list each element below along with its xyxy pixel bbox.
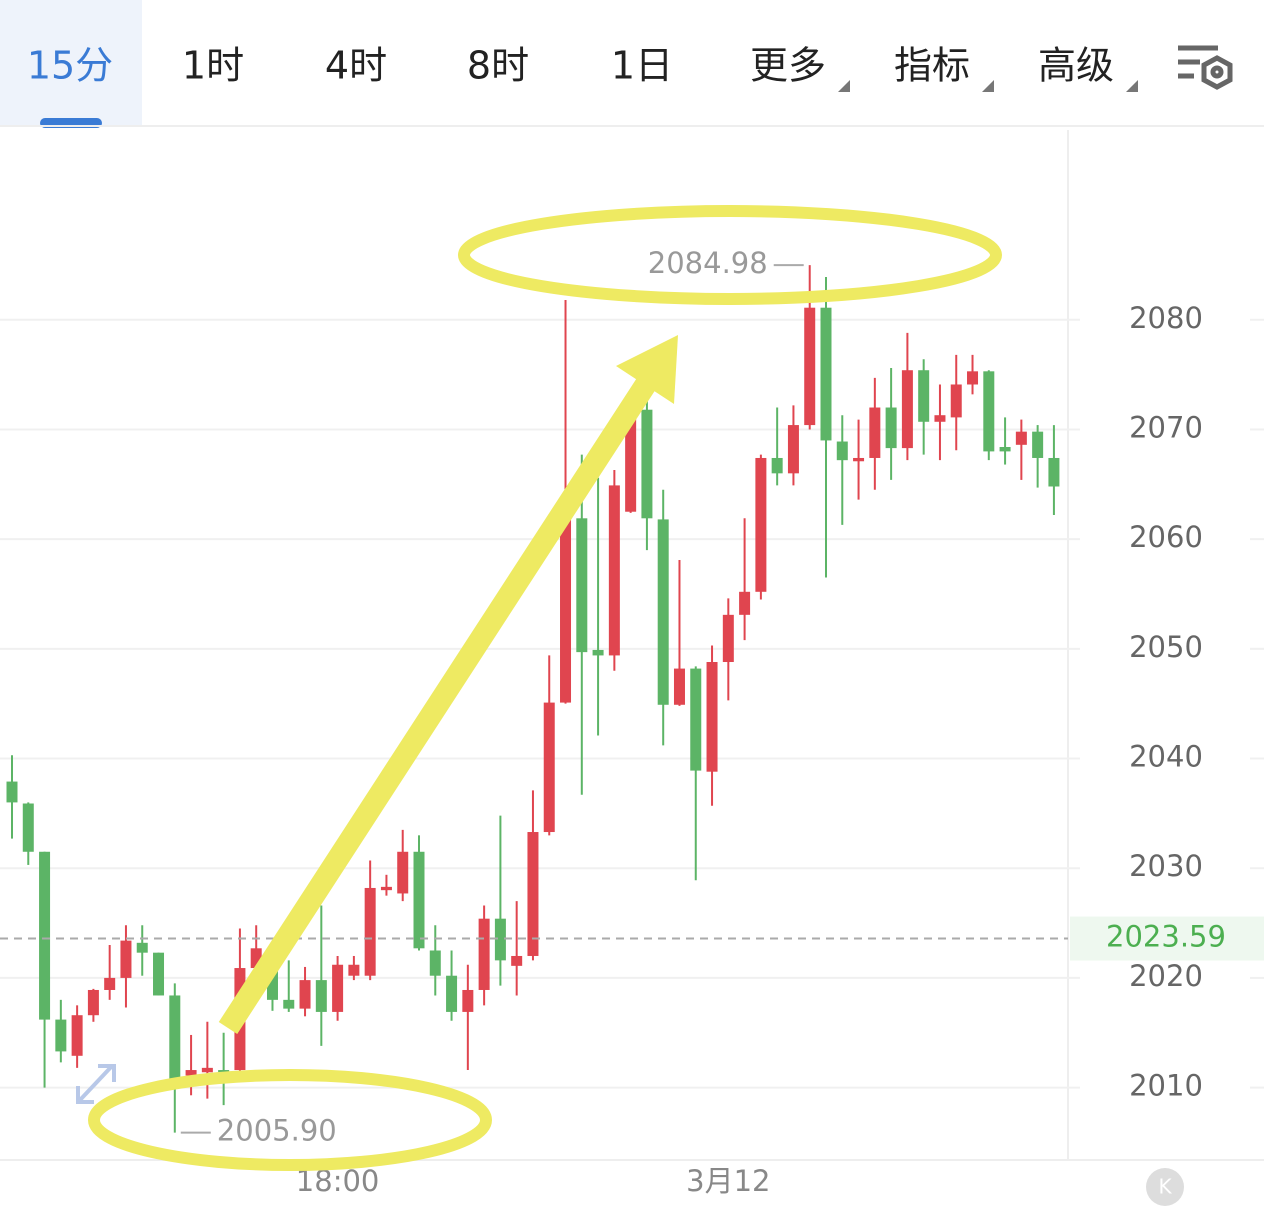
tab[interactable]: 8时 (467, 44, 529, 88)
tab[interactable]: 指标 (894, 44, 970, 88)
candle-body (527, 832, 539, 956)
candle-body (950, 384, 962, 418)
candle-body (820, 307, 832, 441)
candle-body (71, 1015, 83, 1056)
tab[interactable]: 更多 (750, 44, 826, 88)
expand-icon[interactable] (76, 1064, 116, 1104)
candle-body (283, 999, 295, 1009)
candle-body (315, 980, 327, 1012)
y-tick-label: 2040 (1129, 740, 1203, 774)
candle-body (673, 668, 685, 705)
yellow-annotations (88, 205, 1002, 1171)
max-label: 2084.98 (648, 246, 768, 280)
candle-body (266, 970, 278, 1000)
candle-body (690, 668, 702, 771)
candle-body (999, 447, 1011, 452)
candle-body (39, 851, 51, 1020)
candle-body (967, 371, 979, 385)
candle-body (478, 918, 490, 990)
candle-body (1015, 431, 1027, 445)
candle-body (787, 425, 799, 474)
candle-body (299, 980, 311, 1009)
candle-body (348, 964, 360, 976)
candle-body (169, 995, 181, 1080)
candle-body (853, 457, 865, 462)
candle-body (771, 457, 783, 474)
y-tick-label: 2010 (1129, 1069, 1203, 1103)
y-tick-label: 2060 (1129, 520, 1203, 554)
candle-body (706, 662, 718, 772)
dropdown-arrow (1126, 80, 1138, 92)
candle-body (380, 886, 392, 891)
candle-body (250, 948, 262, 969)
svg-text:K: K (1158, 1175, 1172, 1199)
candle-body (446, 975, 458, 1012)
dropdown-arrow (838, 80, 850, 92)
candle-body (625, 415, 637, 512)
min-label: 2005.90 (217, 1114, 337, 1148)
tab[interactable]: 15分 (27, 44, 113, 88)
candle-body (869, 407, 881, 458)
candle-body (918, 370, 930, 422)
candle-body (55, 1019, 67, 1052)
candle-body (934, 415, 946, 422)
candle-body (657, 519, 669, 705)
k-button[interactable]: K (1146, 1168, 1184, 1206)
tab[interactable]: 高级 (1038, 44, 1114, 88)
candle-body (201, 1067, 213, 1073)
candle-body (1048, 457, 1060, 487)
last-price-label: 2023.59 (1106, 920, 1226, 954)
candle-body (511, 955, 523, 966)
candle-body (608, 485, 620, 656)
candle-body (413, 851, 425, 949)
candle-body (185, 1070, 197, 1076)
candle-body (641, 409, 653, 519)
candle-body (1032, 431, 1044, 458)
candle-body (136, 942, 148, 953)
candle-body (364, 887, 376, 976)
dropdown-arrow (982, 80, 994, 92)
candle-body (332, 964, 344, 1012)
candle-body (153, 952, 165, 996)
tab-bar: 15分 1时 4时 8时 1日 更多 指标 高级 (0, 0, 1114, 128)
candle-body (22, 803, 34, 852)
candle-body (397, 851, 409, 894)
candle-body (983, 371, 995, 452)
last-price-box (1070, 916, 1264, 961)
candle-body (120, 940, 132, 978)
candle-body (755, 457, 767, 592)
tab[interactable]: 1日 (611, 44, 673, 88)
candle-body (592, 649, 604, 656)
settings-icon[interactable] (1178, 45, 1233, 90)
candle-body (462, 989, 474, 1012)
y-tick-label: 2030 (1129, 849, 1203, 883)
candle-body (429, 950, 441, 976)
y-tick-label: 2070 (1129, 410, 1203, 444)
candle-body (576, 518, 588, 653)
active-tab-bg (0, 0, 142, 126)
tab[interactable]: 4时 (325, 44, 387, 88)
candle-body (104, 977, 116, 990)
candle-body (836, 441, 848, 461)
candle-body (494, 918, 506, 961)
x-tick-label: 3月12 (686, 1164, 770, 1198)
candle-body (901, 370, 913, 449)
y-tick-label: 2080 (1129, 301, 1203, 335)
candle-body (885, 407, 897, 449)
y-tick-label: 2020 (1129, 959, 1203, 993)
candle-body (739, 591, 751, 615)
y-tick-label: 2050 (1129, 630, 1203, 664)
candle-body (804, 307, 816, 426)
candle-body (543, 702, 555, 833)
candle-body (560, 519, 572, 703)
tab[interactable]: 1时 (182, 44, 244, 88)
candle-body (722, 614, 734, 663)
candle-body (6, 781, 18, 803)
candle-body (87, 989, 99, 1016)
